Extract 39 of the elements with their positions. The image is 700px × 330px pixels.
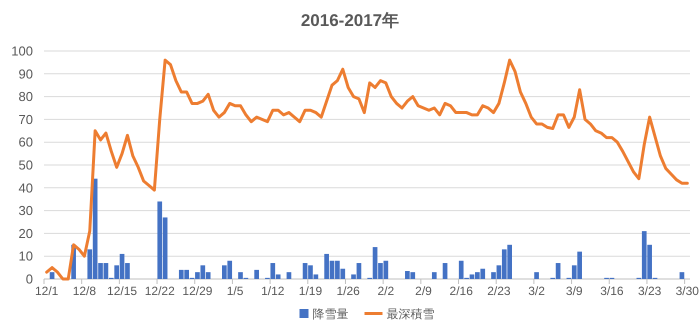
- x-tick-label: 3/30: [676, 284, 700, 298]
- title: 2016-2017年: [300, 11, 400, 30]
- legend-label: 降雪量: [312, 307, 348, 321]
- y-tick-label: 60: [18, 134, 33, 150]
- y-tick-label: 70: [18, 112, 33, 127]
- bar: [286, 272, 292, 279]
- y-tick-label: 20: [18, 226, 33, 241]
- x-tick-label: 12/29: [182, 284, 213, 298]
- x-tick-label: 2/23: [487, 284, 511, 298]
- y-tick-label: 90: [18, 66, 33, 82]
- bar: [432, 272, 437, 279]
- legend-label: 最深積雪: [386, 307, 434, 321]
- x-tick-label: 3/23: [638, 284, 662, 298]
- x-tick-label: 3/2: [528, 284, 546, 298]
- x-tick-label: 12/1: [35, 284, 59, 298]
- y-tick-label: 30: [18, 203, 33, 218]
- x-tick-label: 1/5: [226, 284, 244, 298]
- y-tick-label: 50: [18, 158, 33, 172]
- x-tick-label: 3/16: [600, 284, 624, 298]
- bar: [50, 272, 54, 279]
- y-tick-label: 100: [11, 44, 33, 58]
- bar: [680, 272, 684, 279]
- x-tick-label: 2/2: [378, 284, 395, 298]
- x-tick-label: 12/15: [107, 284, 138, 298]
- bar: [254, 270, 259, 279]
- x-tick-label: 2/16: [450, 284, 474, 298]
- y-tick-label: 0: [26, 272, 33, 286]
- y-tick-label: 80: [18, 89, 33, 104]
- x-tick-label: 1/12: [261, 284, 285, 298]
- x-tick-label: 12/8: [72, 284, 96, 298]
- x-tick-label: 12/22: [144, 284, 176, 298]
- bar: [534, 272, 539, 279]
- bar: [442, 263, 448, 279]
- y-tick-label: 40: [18, 180, 33, 196]
- x-tick-label: 1/26: [336, 284, 360, 298]
- x-tick-label: 3/9: [566, 284, 583, 298]
- x-tick-label: 1/19: [298, 284, 322, 298]
- x-tick-label: 2/9: [415, 284, 432, 298]
- y-tick-label: 10: [18, 248, 33, 264]
